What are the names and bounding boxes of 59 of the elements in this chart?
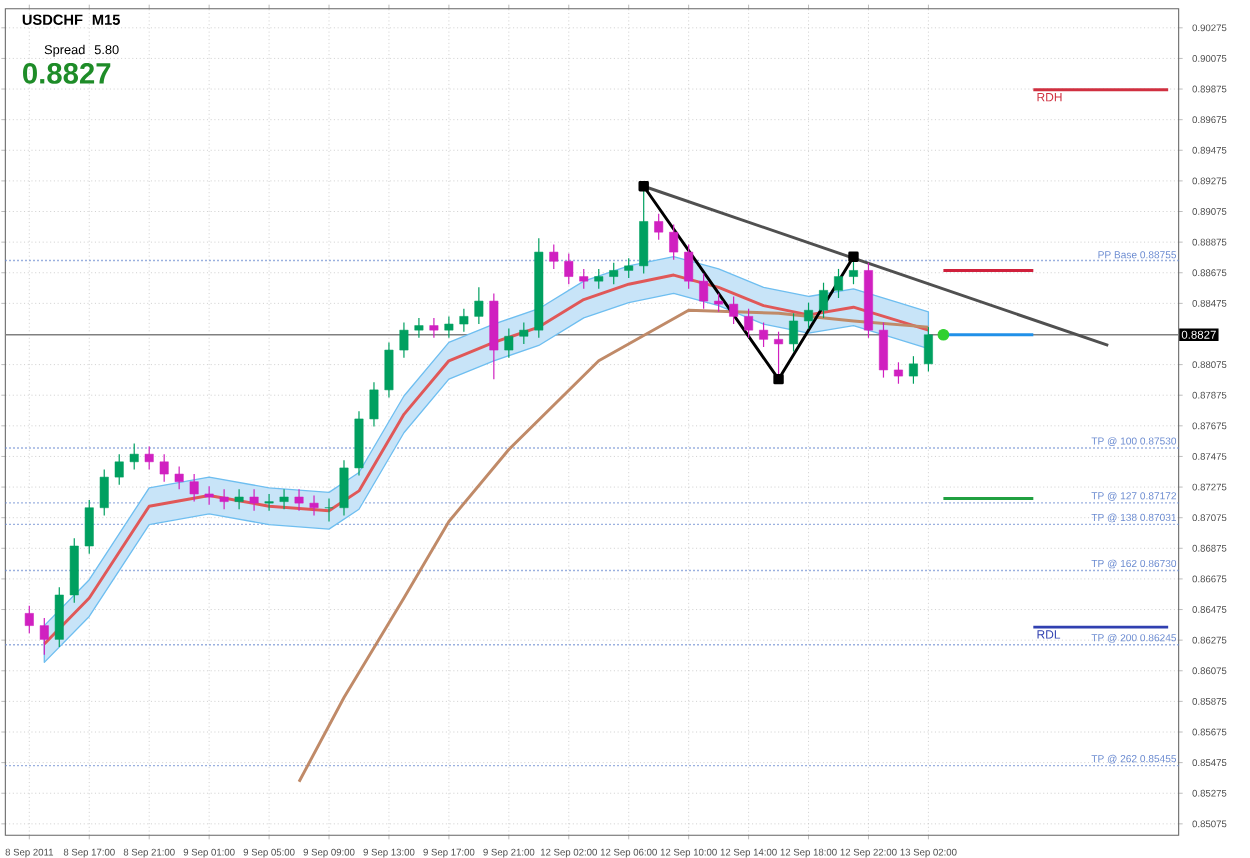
candlestick (834, 268, 843, 299)
candlestick (893, 361, 903, 385)
candlestick (114, 453, 124, 486)
candlestick (174, 465, 184, 490)
candlestick (699, 272, 709, 310)
candlestick (609, 262, 619, 285)
candlestick (204, 485, 214, 506)
candlestick (624, 257, 634, 279)
candlestick (579, 268, 589, 290)
candlestick (84, 499, 94, 555)
candlestick (444, 315, 454, 339)
candlestick (264, 493, 274, 512)
candlestick (279, 488, 289, 510)
candlestick (399, 321, 409, 359)
candlestick (219, 488, 229, 510)
candlestick (99, 468, 109, 516)
candlestick (474, 286, 484, 325)
candlestick (804, 302, 813, 330)
point (773, 373, 784, 385)
candlestick (159, 453, 169, 483)
candlestick (294, 488, 304, 512)
candlestick (759, 321, 769, 348)
candlestick (908, 355, 918, 385)
candlestick (459, 308, 469, 333)
candlestick (24, 605, 34, 634)
candlestick (429, 317, 439, 339)
annotation: 0.8827 (23, 62, 111, 84)
candlestick (39, 617, 49, 656)
candlestick (744, 308, 754, 339)
candlestick (414, 317, 424, 339)
candlestick (339, 459, 349, 516)
candlestick (594, 268, 604, 290)
candlestick (54, 586, 64, 648)
candlestick (878, 321, 888, 379)
candlestick (789, 312, 799, 353)
candlestick (519, 321, 529, 345)
candlestick (729, 295, 739, 325)
candlestick (669, 223, 679, 261)
candlestick (819, 282, 828, 319)
candlestick (714, 292, 724, 313)
candlestick (249, 488, 259, 512)
candlestick (923, 326, 933, 373)
candlestick (564, 253, 574, 285)
candlestick (234, 488, 244, 510)
candlestick (504, 328, 514, 359)
point (937, 328, 950, 341)
point (638, 181, 649, 192)
candlestick (189, 473, 199, 503)
candlestick (384, 341, 394, 399)
candlestick (369, 381, 379, 428)
candlestick (639, 185, 649, 275)
candlestick (549, 243, 559, 270)
candlestick (144, 445, 154, 471)
candlestick (129, 442, 139, 471)
candlestick (684, 243, 694, 290)
candlestick (309, 494, 319, 516)
candlestick (654, 213, 664, 241)
line-series (297, 308, 930, 784)
point (848, 251, 859, 262)
